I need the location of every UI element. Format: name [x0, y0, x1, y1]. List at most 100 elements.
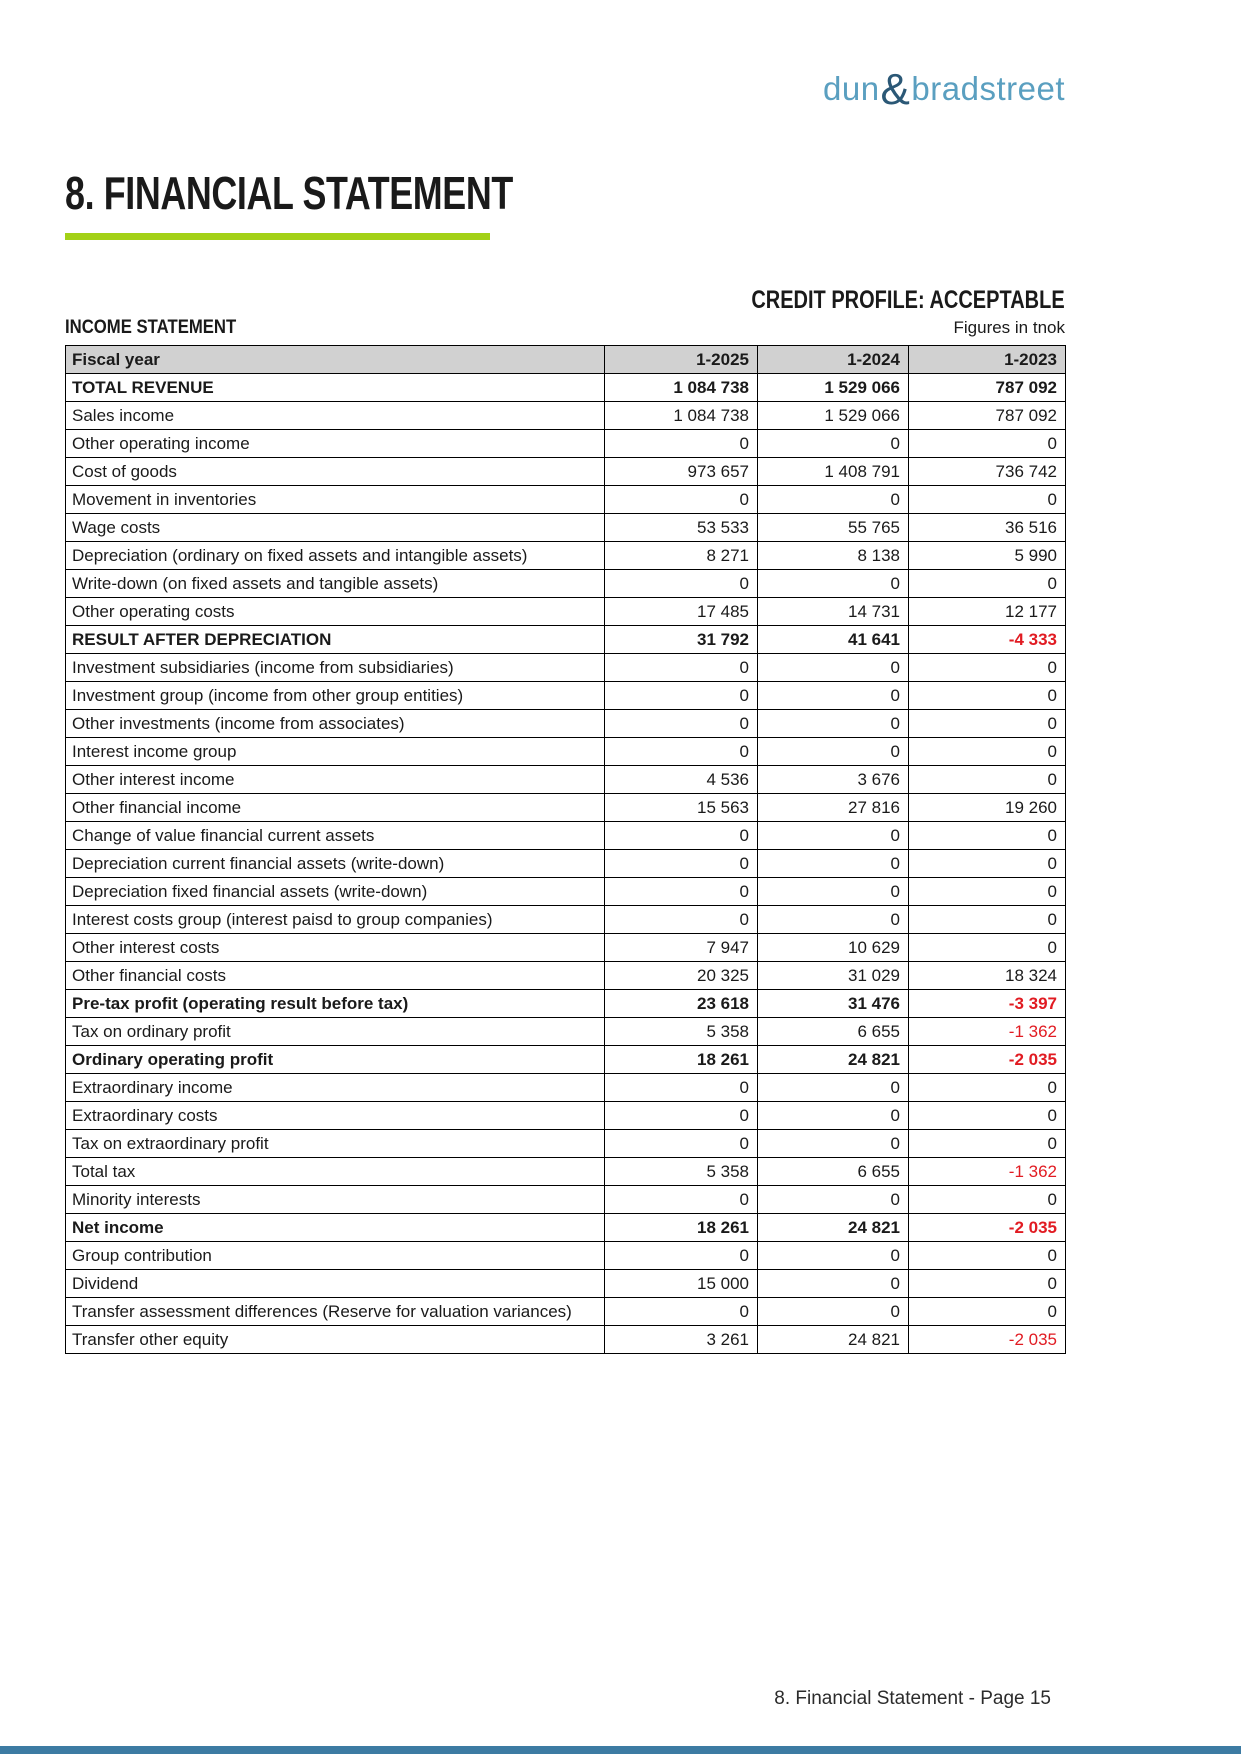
row-value: 31 792	[604, 625, 758, 654]
logo-word-bradstreet: bradstreet	[911, 70, 1065, 107]
ampersand-icon: &	[880, 65, 911, 114]
row-value: -2 035	[908, 1325, 1066, 1354]
row-value: 0	[908, 765, 1066, 794]
table-row: Other interest costs 7 947 10 629 0	[65, 933, 1066, 962]
col-header-fiscal-year: Fiscal year	[65, 345, 605, 374]
row-value: 15 563	[604, 793, 758, 822]
row-value: 1 084 738	[604, 401, 758, 430]
table-row: Wage costs 53 533 55 765 36 516	[65, 513, 1066, 542]
row-label: Interest income group	[65, 737, 605, 766]
table-row: Tax on extraordinary profit 0 0 0	[65, 1129, 1066, 1158]
table-row: Other financial costs 20 325 31 029 18 324	[65, 961, 1066, 990]
row-label: Interest costs group (interest paisd to …	[65, 905, 605, 934]
row-value: 0	[908, 1297, 1066, 1326]
row-value: 41 641	[757, 625, 909, 654]
credit-profile-heading: CREDIT PROFILE: ACCEPTABLE	[751, 286, 1065, 314]
row-value: 12 177	[908, 597, 1066, 626]
row-label: Write-down (on fixed assets and tangible…	[65, 569, 605, 598]
row-value: 0	[757, 485, 909, 514]
row-value: 18 324	[908, 961, 1066, 990]
row-value: 0	[757, 1129, 909, 1158]
row-label: Total tax	[65, 1157, 605, 1186]
row-label: Cost of goods	[65, 457, 605, 486]
row-value: 0	[908, 821, 1066, 850]
row-value: 24 821	[757, 1213, 909, 1242]
table-row: Depreciation current financial assets (w…	[65, 849, 1066, 878]
row-label: Minority interests	[65, 1185, 605, 1214]
row-value: 0	[604, 429, 758, 458]
row-value: 0	[908, 933, 1066, 962]
table-row: Other financial income 15 563 27 816 19 260	[65, 793, 1066, 822]
row-label: Group contribution	[65, 1241, 605, 1270]
row-value: -1 362	[908, 1157, 1066, 1186]
row-value: 4 536	[604, 765, 758, 794]
row-value: 973 657	[604, 457, 758, 486]
row-label: Sales income	[65, 401, 605, 430]
row-value: 0	[757, 429, 909, 458]
table-row: Interest income group 0 0 0	[65, 737, 1066, 766]
title-accent-rule	[65, 233, 490, 240]
row-value: 0	[757, 1185, 909, 1214]
row-value: 0	[604, 849, 758, 878]
row-label: Other financial income	[65, 793, 605, 822]
row-label: Depreciation current financial assets (w…	[65, 849, 605, 878]
row-value: 0	[908, 1269, 1066, 1298]
col-header-year-2025: 1-2025	[604, 345, 758, 374]
row-label: Investment subsidiaries (income from sub…	[65, 653, 605, 682]
table-row: Extraordinary costs 0 0 0	[65, 1101, 1066, 1130]
row-value: 19 260	[908, 793, 1066, 822]
row-label: Extraordinary income	[65, 1073, 605, 1102]
row-label: TOTAL REVENUE	[65, 373, 605, 402]
row-value: 31 029	[757, 961, 909, 990]
row-value: 18 261	[604, 1213, 758, 1242]
row-value: -1 362	[908, 1017, 1066, 1046]
row-label: Other interest income	[65, 765, 605, 794]
row-value: 736 742	[908, 457, 1066, 486]
row-value: 5 358	[604, 1157, 758, 1186]
table-row: Cost of goods 973 657 1 408 791 736 742	[65, 457, 1066, 486]
row-value: 0	[757, 1241, 909, 1270]
row-value: 787 092	[908, 401, 1066, 430]
row-value: 0	[908, 653, 1066, 682]
row-value: 0	[604, 681, 758, 710]
row-value: 0	[604, 653, 758, 682]
row-value: 0	[757, 737, 909, 766]
row-value: 0	[604, 1185, 758, 1214]
row-value: 3 261	[604, 1325, 758, 1354]
row-value: 0	[908, 849, 1066, 878]
row-label: Pre-tax profit (operating result before …	[65, 989, 605, 1018]
table-row: Total tax 5 358 6 655 -1 362	[65, 1157, 1066, 1186]
table-row: Depreciation (ordinary on fixed assets a…	[65, 541, 1066, 570]
row-label: Net income	[65, 1213, 605, 1242]
row-label: Transfer other equity	[65, 1325, 605, 1354]
row-label: Other operating costs	[65, 597, 605, 626]
table-row: Transfer assessment differences (Reserve…	[65, 1297, 1066, 1326]
table-row: Other investments (income from associate…	[65, 709, 1066, 738]
row-value: 6 655	[757, 1017, 909, 1046]
table-row: Investment subsidiaries (income from sub…	[65, 653, 1066, 682]
row-value: 0	[908, 429, 1066, 458]
row-value: 0	[757, 849, 909, 878]
row-value: -2 035	[908, 1213, 1066, 1242]
row-value: 6 655	[757, 1157, 909, 1186]
row-value: 0	[908, 1129, 1066, 1158]
page-footer: 8. Financial Statement - Page 15	[774, 1688, 1051, 1709]
row-value: 5 990	[908, 541, 1066, 570]
row-label: RESULT AFTER DEPRECIATION	[65, 625, 605, 654]
row-value: 0	[757, 877, 909, 906]
row-value: 0	[757, 1297, 909, 1326]
row-value: 1 529 066	[757, 401, 909, 430]
row-value: 0	[757, 1073, 909, 1102]
row-label: Movement in inventories	[65, 485, 605, 514]
row-value: 0	[604, 905, 758, 934]
row-value: 0	[604, 1101, 758, 1130]
table-row: Other operating costs 17 485 14 731 12 177	[65, 597, 1066, 626]
row-value: 0	[604, 1297, 758, 1326]
row-value: 17 485	[604, 597, 758, 626]
table-row: Depreciation fixed financial assets (wri…	[65, 877, 1066, 906]
row-label: Depreciation (ordinary on fixed assets a…	[65, 541, 605, 570]
table-row: Sales income 1 084 738 1 529 066 787 092	[65, 401, 1066, 430]
table-header-row: Fiscal year 1-2025 1-2024 1-2023	[65, 345, 1066, 374]
row-value: 0	[604, 1241, 758, 1270]
